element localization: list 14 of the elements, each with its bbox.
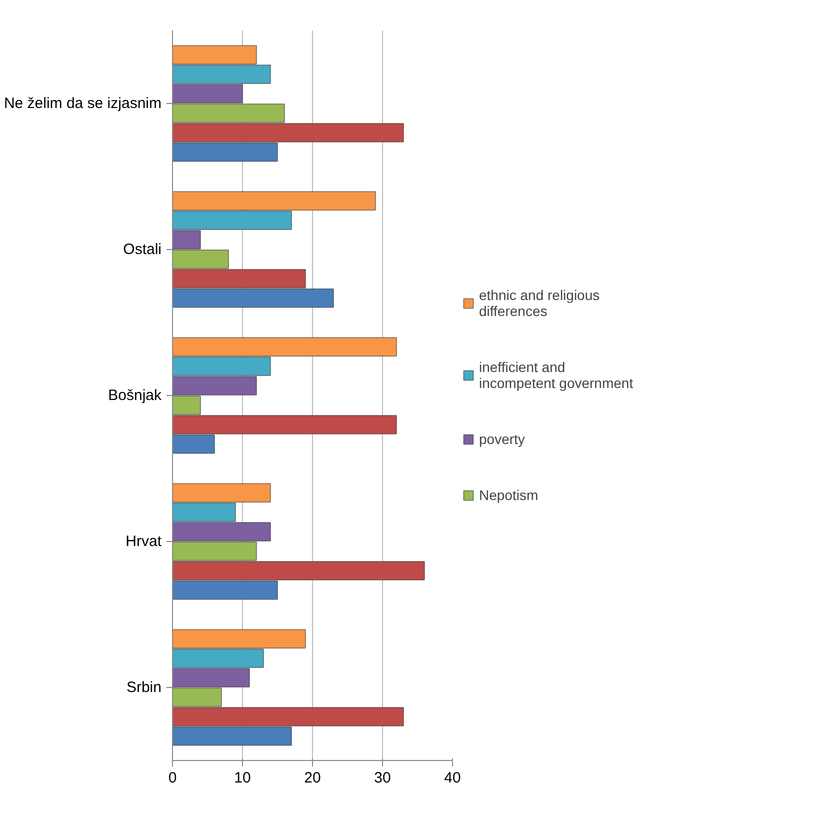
legend-label: inefficient and incompetent government [479,359,634,391]
x-tick-label: 10 [234,770,251,786]
x-tick-label: 30 [374,770,391,786]
x-tick-label: 20 [304,770,321,786]
x-tick-label: 40 [444,770,461,786]
x-tick-label: 0 [168,770,177,786]
legend-label: ethnic and religious differences [479,287,600,319]
y-tick-label: Ne želim da se izjasnim [4,95,162,112]
y-tick-label: Srbin [126,679,162,696]
y-tick-label: Hrvat [126,533,162,550]
y-tick-label: Bošnjak [108,387,162,404]
y-tick-label: Ostali [123,241,162,258]
legend-label: Nepotism [479,487,538,503]
legend-label: poverty [479,431,525,447]
